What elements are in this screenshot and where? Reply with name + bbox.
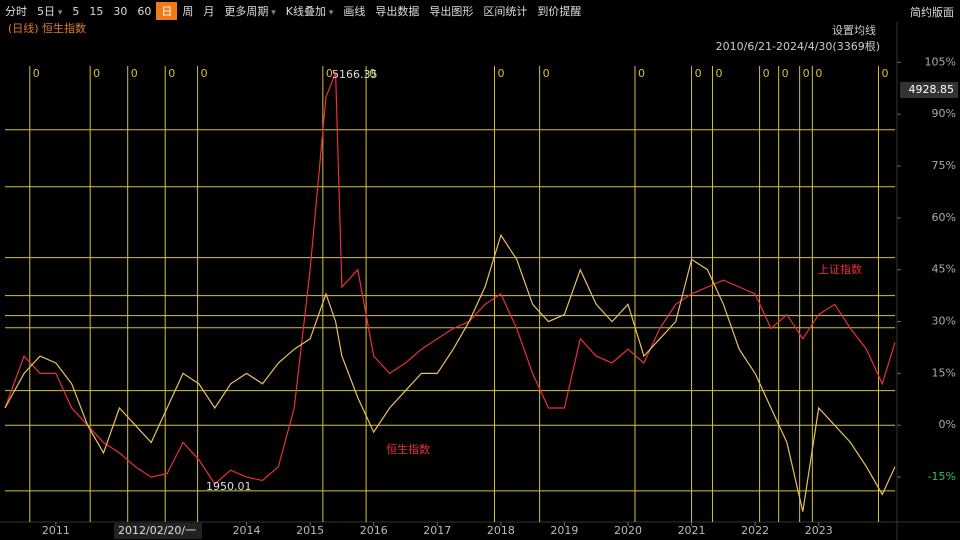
crosshair-box (114, 523, 202, 539)
toolbar-item[interactable]: 导出数据 (375, 5, 420, 18)
x-tick-label: 2018 (487, 524, 515, 537)
guide-label: 0 (168, 67, 175, 80)
y-tick-label: 90% (932, 107, 956, 120)
ma-button[interactable]: 设置均线 (832, 23, 876, 37)
toolbar-item[interactable]: 15 (89, 4, 104, 18)
guide-label: 0 (326, 67, 333, 80)
high-label: 5166.35 (332, 68, 378, 81)
toolbar-item[interactable]: K线叠加 (281, 2, 339, 20)
y-tick-label: 75% (932, 159, 956, 172)
guide-label: 0 (33, 67, 40, 80)
guide-label: 0 (93, 67, 100, 80)
x-tick-label: 2015 (296, 524, 324, 537)
toolbar: 分时 5日 5 15 30 60 日周月更多周期K线叠加画线导出数据导出图形区间统计到价提醒 (0, 0, 960, 22)
toolbar-item[interactable]: 更多周期 (219, 2, 280, 20)
series-line (4, 72, 896, 485)
toolbar-item[interactable]: 30 (113, 4, 128, 18)
crosshair-label: 2012/02/20/一 (118, 524, 196, 537)
x-tick-label: 2019 (550, 524, 578, 537)
x-tick-label: 2020 (614, 524, 642, 537)
guide-label: 0 (131, 67, 138, 80)
period-label: (日线) (8, 21, 39, 35)
layout-button[interactable]: 简约版面 (910, 6, 954, 19)
toolbar-item[interactable]: 60 (137, 4, 152, 18)
x-tick-label: 2016 (360, 524, 388, 537)
x-tick-label: 2021 (678, 524, 706, 537)
y-tick-label: 15% (932, 366, 956, 379)
guide-label: 0 (815, 67, 822, 80)
current-value: 4928.85 (909, 83, 955, 96)
series-label: 上证指数 (818, 262, 862, 276)
x-tick-label: 2023 (805, 524, 833, 537)
guide-label: 0 (716, 67, 723, 80)
toolbar-item[interactable]: 到价提醒 (537, 5, 582, 18)
y-tick-label: 45% (932, 263, 956, 276)
current-value-box (900, 82, 958, 98)
x-tick-label: 2017 (423, 524, 451, 537)
guide-label: 0 (638, 67, 645, 80)
y-tick-label: -15% (928, 470, 956, 483)
series-label: 恒生指数 (386, 442, 430, 456)
toolbar-item[interactable]: 周 (182, 5, 194, 18)
guide-label: 0 (782, 67, 789, 80)
toolbar-item[interactable]: 5 (72, 4, 80, 18)
series-line (4, 233, 896, 512)
y-tick-label: 105% (925, 55, 956, 68)
guide-label: 0 (543, 67, 550, 80)
toolbar-item[interactable]: 月 (203, 5, 215, 18)
toolbar-item[interactable]: 画线 (343, 5, 366, 18)
x-tick-label: 2022 (741, 524, 769, 537)
toolbar-item[interactable]: 5日 (32, 2, 67, 20)
guide-label: 0 (369, 67, 376, 80)
x-tick-label: 2011 (42, 524, 70, 537)
guide-label: 0 (803, 67, 810, 80)
guide-label: 0 (201, 67, 208, 80)
toolbar-item[interactable]: 分时 (5, 5, 27, 18)
y-tick-label: 0% (939, 418, 956, 431)
chart-title: 恒生指数 (42, 21, 86, 35)
y-tick-label: 60% (932, 211, 956, 224)
guide-label: 0 (498, 67, 505, 80)
guide-label: 0 (695, 67, 702, 80)
toolbar-item[interactable]: 日 (156, 2, 178, 20)
guide-label: 0 (881, 67, 888, 80)
toolbar-item[interactable]: 导出图形 (429, 5, 474, 18)
y-tick-label: 30% (932, 315, 956, 328)
guide-label: 0 (763, 67, 770, 80)
x-tick-label: 2014 (233, 524, 261, 537)
range-label: 2010/6/21-2024/4/30(3369根) (716, 39, 880, 53)
toolbar-item[interactable]: 区间统计 (483, 5, 528, 18)
low-label: 1950.01 (206, 480, 252, 493)
